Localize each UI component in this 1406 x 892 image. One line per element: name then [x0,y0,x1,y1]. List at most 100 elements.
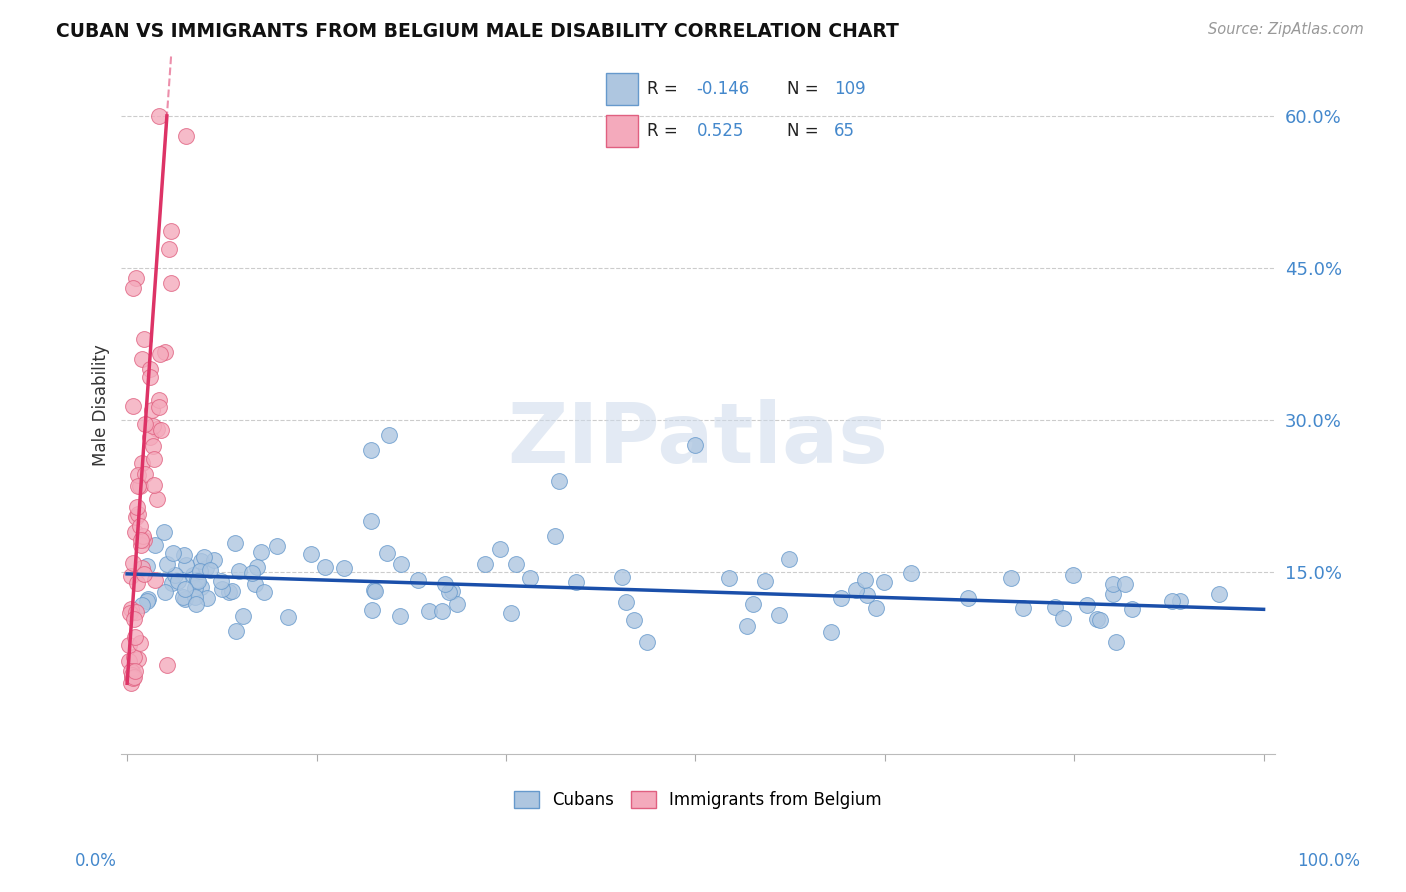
Point [174,592,197,607]
Point [157,242,180,256]
Legend: Cubans, Immigrants from Belgium: Cubans, Immigrants from Belgium [508,784,889,816]
Point [122,665,145,680]
Point [548,474,571,488]
Point [190,554,212,568]
Point [718,571,741,585]
Point [363,583,385,598]
Point [499,606,522,620]
Point [202,552,225,566]
Point [166,574,188,588]
Point [1121,602,1143,616]
Point [299,547,322,561]
Point [141,419,163,434]
Point [1000,571,1022,585]
Point [172,590,194,604]
Point [149,347,172,361]
Point [120,569,142,583]
Point [129,518,152,533]
Point [125,500,148,515]
Point [900,566,922,580]
Point [132,533,155,548]
Y-axis label: Male Disability: Male Disability [93,343,110,466]
Point [446,597,468,611]
Text: Source: ZipAtlas.com: Source: ZipAtlas.com [1208,22,1364,37]
Point [375,546,398,560]
Point [232,609,254,624]
Point [125,509,148,524]
Point [845,582,868,597]
Point [742,597,765,611]
Point [122,649,145,664]
Point [162,546,184,560]
Point [361,603,384,617]
Point [754,574,776,589]
Point [1043,599,1066,614]
Point [544,529,567,543]
Point [184,590,207,604]
Point [1114,576,1136,591]
Point [181,567,204,582]
Point [135,559,157,574]
Point [636,635,658,649]
Point [131,352,153,367]
Point [143,573,166,587]
Point [127,479,149,493]
Point [266,539,288,553]
Point [122,612,145,626]
Point [519,571,541,585]
Point [198,563,221,577]
Point [360,443,382,458]
Point [1062,567,1084,582]
Point [865,600,887,615]
Point [364,584,387,599]
Point [127,652,149,666]
Point [1076,599,1098,613]
Point [148,401,170,415]
Point [377,428,399,442]
Point [768,608,790,623]
Point [956,591,979,606]
Point [142,439,165,453]
Point [174,128,197,143]
Point [153,585,176,599]
Text: 100.0%: 100.0% [1298,852,1360,870]
Point [190,580,212,594]
Point [873,575,896,590]
Point [125,576,148,591]
Point [187,574,209,588]
Point [141,402,163,417]
Point [124,630,146,644]
Point [225,624,247,638]
Point [132,529,155,543]
Point [121,668,143,682]
Point [128,636,150,650]
Point [139,362,162,376]
Point [173,548,195,562]
Point [333,561,356,575]
Point [134,332,156,346]
Text: CUBAN VS IMMIGRANTS FROM BELGIUM MALE DISABILITY CORRELATION CHART: CUBAN VS IMMIGRANTS FROM BELGIUM MALE DI… [56,22,898,41]
Point [120,664,142,678]
Point [149,423,172,437]
Point [136,592,159,607]
Point [440,584,463,599]
Point [614,595,637,609]
Point [1085,612,1108,626]
Point [188,564,211,578]
Point [124,664,146,678]
Point [735,619,758,633]
Point [120,602,142,616]
Point [153,525,176,540]
Point [1160,594,1182,608]
Point [249,545,271,559]
Point [129,533,152,547]
Point [193,549,215,564]
Point [1012,601,1035,615]
Point [129,538,152,552]
Point [163,567,186,582]
Point [148,392,170,407]
Point [221,583,243,598]
Point [124,525,146,540]
Point [127,507,149,521]
Point [160,576,183,591]
